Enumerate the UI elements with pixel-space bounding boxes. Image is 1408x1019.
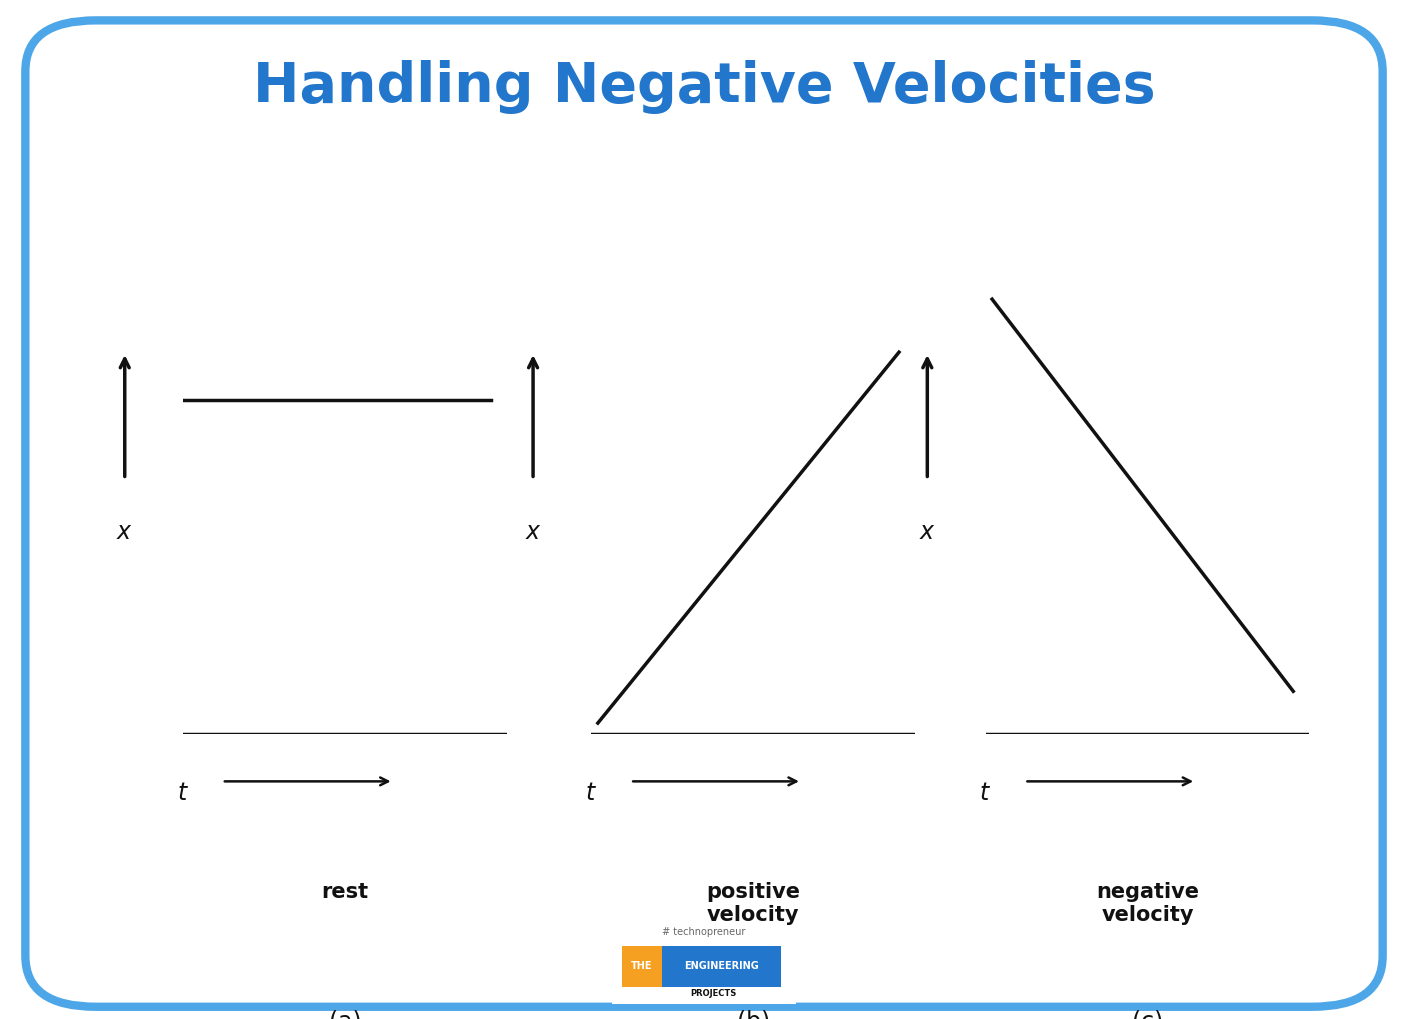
Text: negative
velocity: negative velocity xyxy=(1095,882,1200,925)
Text: Handling Negative Velocities: Handling Negative Velocities xyxy=(252,60,1156,113)
FancyBboxPatch shape xyxy=(622,946,662,987)
Text: (a): (a) xyxy=(328,1009,362,1019)
Text: (c): (c) xyxy=(1132,1009,1163,1019)
Text: $t$: $t$ xyxy=(176,782,189,805)
Text: PROJECTS: PROJECTS xyxy=(690,989,736,999)
Text: $x$: $x$ xyxy=(525,521,542,544)
Text: ENGINEERING: ENGINEERING xyxy=(684,962,759,971)
Text: THE: THE xyxy=(631,962,652,971)
Text: $x$: $x$ xyxy=(919,521,936,544)
FancyBboxPatch shape xyxy=(662,946,781,987)
Text: (b): (b) xyxy=(736,1009,770,1019)
Text: rest: rest xyxy=(321,882,369,902)
Text: positive
velocity: positive velocity xyxy=(707,882,800,925)
Text: # technopreneur: # technopreneur xyxy=(662,927,746,937)
Text: $t$: $t$ xyxy=(584,782,597,805)
Text: $x$: $x$ xyxy=(117,521,134,544)
Text: $t$: $t$ xyxy=(979,782,991,805)
